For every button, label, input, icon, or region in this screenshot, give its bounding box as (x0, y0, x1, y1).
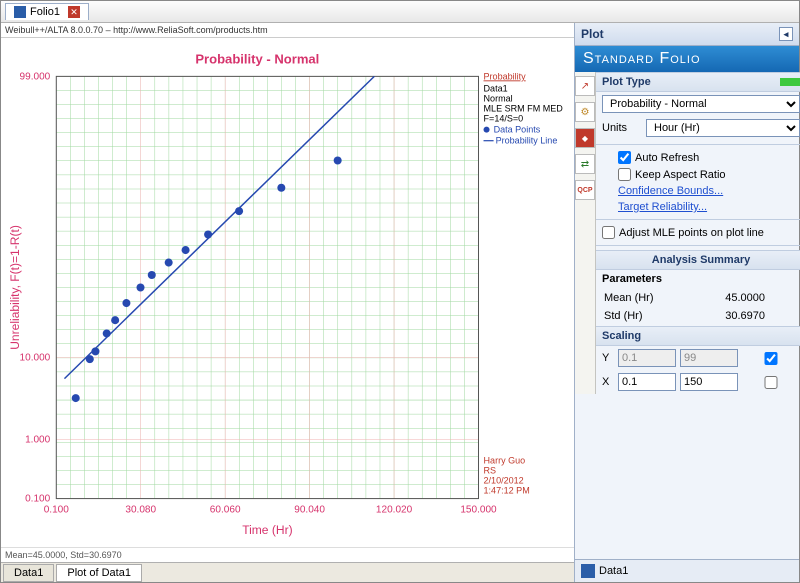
tab-data1[interactable]: Data1 (3, 564, 54, 582)
keep-aspect-checkbox[interactable] (618, 168, 631, 181)
y-axis-label: Unreliability, F(t)=1-R(t) (8, 225, 22, 350)
y-auto-checkbox[interactable] (742, 352, 800, 365)
side-header: Plot ◂ (575, 23, 799, 46)
svg-text:Data Points: Data Points (494, 125, 541, 135)
svg-text:150.000: 150.000 (460, 505, 497, 516)
side-panel: Plot ◂ Standard Folio ↗ ⚙ ◆ ⇄ QCP Plot T… (574, 23, 799, 582)
parameters-table: Mean (Hr)45.0000 Std (Hr)30.6970 (596, 288, 800, 326)
auto-refresh-label: Auto Refresh (635, 152, 699, 164)
svg-text:1.000: 1.000 (25, 434, 51, 445)
svg-text:Harry Guo: Harry Guo (484, 455, 526, 465)
form-column: Plot Type Probability - Normal Units Hou… (596, 72, 800, 394)
legend: Probability Data1 Normal MLE SRM FM MED … (484, 71, 564, 145)
svg-text:90.040: 90.040 (294, 505, 325, 516)
svg-text:F=14/S=0: F=14/S=0 (484, 114, 524, 124)
svg-text:1:47:12 PM: 1:47:12 PM (484, 486, 530, 496)
x-min-input[interactable] (618, 373, 676, 391)
side-title: Plot (581, 27, 604, 41)
svg-text:Normal: Normal (484, 94, 513, 104)
y-max-input (680, 349, 738, 367)
bottom-tabs: Data1 Plot of Data1 (1, 562, 574, 582)
plot-area: Probability - Normal Unreliability, F(t)… (1, 38, 574, 547)
doc-icon (581, 564, 595, 578)
y-scale-label: Y (602, 352, 614, 364)
plot-header-bar: Weibull++/ALTA 8.0.0.70 – http://www.Rel… (1, 23, 574, 38)
tool-redraw-icon[interactable]: ↗ (575, 76, 595, 96)
y-min-input (618, 349, 676, 367)
x-auto-checkbox[interactable] (742, 376, 800, 389)
plot-type-header: Plot Type (596, 72, 800, 92)
tool-rs-icon[interactable]: ◆ (575, 128, 595, 148)
doc-icon (14, 6, 26, 18)
svg-text:2/10/2012: 2/10/2012 (484, 476, 524, 486)
svg-text:Probability Line: Probability Line (496, 136, 558, 146)
plot-pane: Weibull++/ALTA 8.0.0.70 – http://www.Rel… (1, 23, 574, 582)
plot-type-select[interactable]: Probability - Normal (602, 95, 800, 113)
side-bottom-bar[interactable]: Data1 (575, 559, 799, 582)
target-reliability-link[interactable]: Target Reliability... (596, 199, 800, 215)
svg-text:10.000: 10.000 (20, 353, 51, 364)
keep-aspect-label: Keep Aspect Ratio (635, 169, 726, 181)
svg-text:60.060: 60.060 (210, 505, 241, 516)
scaling-header: Scaling (596, 326, 800, 346)
collapse-icon[interactable]: ◂ (779, 27, 793, 41)
svg-text:Probability: Probability (484, 71, 527, 81)
side-bottom-label: Data1 (599, 565, 628, 577)
plot-footer: Mean=45.0000, Std=30.6970 (1, 547, 574, 562)
tool-qcp-icon[interactable]: QCP (575, 180, 595, 200)
svg-text:RS: RS (484, 465, 497, 475)
analysis-summary-header: Analysis Summary (596, 250, 800, 270)
main-area: Weibull++/ALTA 8.0.0.70 – http://www.Rel… (1, 23, 799, 582)
auto-refresh-checkbox[interactable] (618, 151, 631, 164)
tool-overlay-icon[interactable]: ⇄ (575, 154, 595, 174)
stamp: Harry Guo RS 2/10/2012 1:47:12 PM (484, 455, 530, 495)
svg-text:MLE SRM FM MED: MLE SRM FM MED (484, 104, 564, 114)
x-scale-label: X (602, 376, 614, 388)
svg-text:0.100: 0.100 (44, 505, 70, 516)
adjust-mle-checkbox[interactable] (602, 226, 615, 239)
svg-text:Data1: Data1 (484, 83, 508, 93)
folio-banner: Standard Folio (575, 46, 799, 72)
x-axis-label: Time (Hr) (242, 523, 292, 537)
units-select[interactable]: Hour (Hr) (646, 119, 800, 137)
folio-tab[interactable]: Folio1 ✕ (5, 3, 89, 20)
units-label: Units (602, 122, 642, 134)
close-icon[interactable]: ✕ (68, 6, 80, 18)
folio-tab-label: Folio1 (30, 6, 60, 18)
svg-text:0.100: 0.100 (25, 494, 51, 505)
tool-column: ↗ ⚙ ◆ ⇄ QCP (575, 72, 596, 394)
confidence-bounds-link[interactable]: Confidence Bounds... (596, 183, 800, 199)
svg-text:30.080: 30.080 (125, 505, 156, 516)
tool-setup-icon[interactable]: ⚙ (575, 102, 595, 122)
probability-chart: Probability - Normal Unreliability, F(t)… (1, 38, 574, 547)
adjust-mle-label: Adjust MLE points on plot line (619, 227, 764, 239)
status-indicator (780, 78, 800, 86)
svg-text:120.020: 120.020 (376, 505, 413, 516)
x-max-input[interactable] (680, 373, 738, 391)
parameters-header: Parameters (596, 270, 800, 288)
chart-title: Probability - Normal (195, 51, 319, 66)
folio-tab-bar: Folio1 ✕ (1, 1, 799, 23)
tab-plot-of-data1[interactable]: Plot of Data1 (56, 564, 142, 582)
svg-text:99.000: 99.000 (20, 71, 51, 82)
side-body: ↗ ⚙ ◆ ⇄ QCP Plot Type Probability - Norm… (575, 72, 799, 394)
